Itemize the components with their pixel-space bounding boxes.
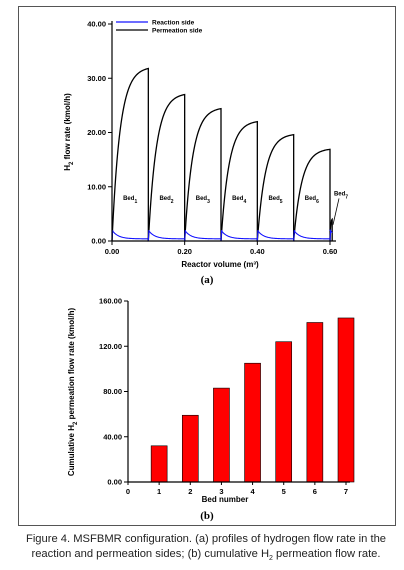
figure-frame — [18, 6, 396, 526]
figure-caption: Figure 4. MSFBMR configuration. (a) prof… — [14, 532, 398, 566]
chart-a-permeation-curve — [256, 133, 295, 242]
chart-a-x-tick-label: 0.00 — [105, 247, 120, 256]
chart-b: 0.00 40.00 80.00 120.00 160.00 0 1 2 3 4 5 6 7 Bed n… — [67, 297, 355, 522]
legend-label: Permeation side — [152, 27, 203, 34]
bed-label: Bed4 — [232, 196, 246, 205]
chart-a-reaction-curve — [256, 230, 294, 242]
chart-a-permeation-curve — [147, 93, 186, 242]
bar — [181, 414, 199, 483]
chart-a-panel-label: (a) — [201, 274, 214, 286]
bar — [244, 362, 261, 483]
bar — [306, 322, 324, 483]
caption-line-2: reaction and permeation sides; (b) cumul… — [31, 548, 381, 563]
bed-label: Bed6 — [305, 196, 319, 205]
chart-a-x-tick-label: 0.60 — [323, 247, 338, 256]
chart-b-x-tick-label: 7 — [344, 487, 348, 496]
chart-a-y-tick-label: 10.00 — [87, 182, 106, 191]
chart-a-y-tick-label: 20.00 — [87, 128, 106, 137]
chart-a-permeation-curve — [111, 67, 149, 242]
chart-a-permeation-curve — [220, 120, 258, 242]
caption-line-1: Figure 4. MSFBMR configuration. (a) prof… — [25, 533, 387, 545]
chart-b-ylabel: Cumulative H2 permeation flow rate (kmol… — [67, 308, 79, 477]
bed-label: Bed2 — [159, 196, 173, 205]
chart-b-y-tick-label: 0.00 — [107, 478, 122, 487]
chart-b-y-tick-label: 40.00 — [103, 432, 122, 441]
chart-a-reaction-curve — [293, 230, 330, 242]
chart-a-x-tick-label: 0.20 — [177, 247, 192, 256]
chart-a-reaction-curve — [328, 229, 333, 242]
chart-a-reaction-curve — [220, 230, 258, 242]
chart-a-reaction-curve — [184, 230, 221, 242]
chart-a-y-tick-label: 40.00 — [87, 20, 106, 29]
bed-7-pointer — [332, 198, 340, 225]
chart-b-x-tick-label: 4 — [250, 487, 255, 496]
bar — [213, 387, 230, 483]
chart-b-panel-label: (b) — [200, 510, 214, 522]
chart-b-x-tick-label: 0 — [126, 487, 130, 496]
bar — [150, 445, 168, 483]
chart-a-y-tick-label: 0.00 — [91, 237, 106, 246]
chart-b-x-tick-label: 1 — [157, 487, 161, 496]
chart-a-reaction-curve — [111, 230, 149, 242]
chart-b-y-tick-label: 160.00 — [99, 297, 122, 306]
chart-b-y-tick-label: 80.00 — [103, 387, 122, 396]
bar — [275, 341, 293, 483]
chart-a-ylabel: H2 flow rate (kmol/h) — [63, 93, 75, 171]
chart-a-x-tick-label: 0.40 — [250, 247, 265, 256]
bed-label: Bed3 — [196, 196, 210, 205]
chart-a-permeation-curve — [293, 148, 331, 242]
chart-b-xlabel: Bed number — [202, 495, 249, 504]
chart-a-xlabel: Reactor volume (m³) — [181, 260, 259, 269]
chart-b-x-tick-label: 2 — [188, 487, 192, 496]
bar — [337, 317, 355, 483]
legend-label: Reaction side — [152, 19, 195, 26]
chart-b-x-tick-label: 5 — [282, 487, 286, 496]
chart-a: Bed1 Bed2 Bed3 Bed4 Bed5 Bed6 Bed7 0.00 10.00 20… — [63, 19, 348, 286]
bed-label: Bed7 — [334, 191, 348, 200]
chart-a-y-tick-label: 30.00 — [87, 74, 106, 83]
chart-a-permeation-curve — [184, 107, 222, 242]
bed-label: Bed1 — [123, 196, 137, 205]
bed-label: Bed5 — [268, 196, 282, 205]
chart-a-reaction-curve — [147, 230, 185, 242]
chart-b-x-tick-label: 6 — [313, 487, 317, 496]
chart-b-y-tick-label: 120.00 — [99, 342, 122, 351]
chart-b-x-tick-label: 3 — [219, 487, 223, 496]
